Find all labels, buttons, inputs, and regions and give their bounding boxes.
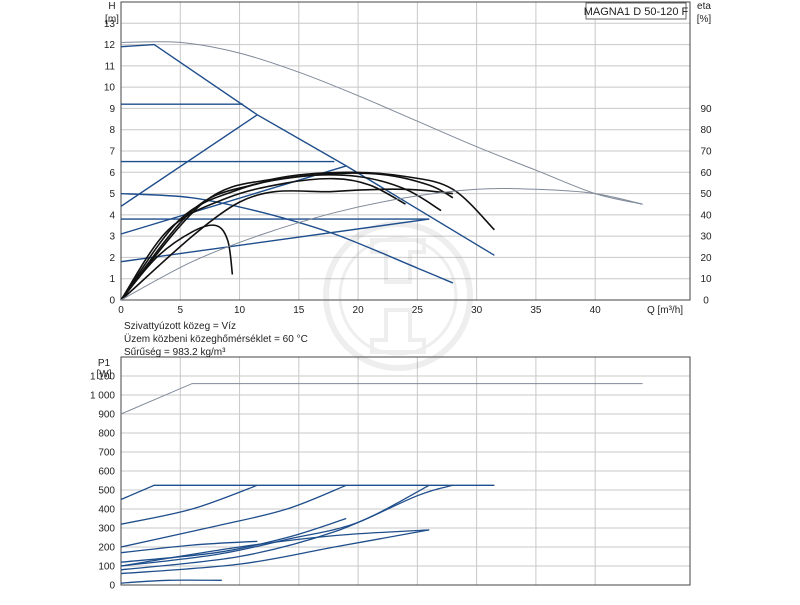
h-tick-label: 5 (109, 189, 115, 200)
top-series-max-curve-twin (120, 41, 643, 205)
p1-tick-label: 600 (98, 467, 115, 478)
top-series-efficiency (120, 188, 453, 301)
p1-tick-label: 800 (98, 429, 115, 440)
top-series-efficiency (120, 172, 454, 301)
p1-tick-label: 1 100 (90, 372, 115, 383)
h-tick-label: 13 (104, 19, 116, 30)
top-series-min-curve (120, 192, 454, 284)
eta-tick-label: 20 (700, 253, 712, 264)
h-tick-label: 10 (104, 83, 116, 94)
bottom-series-power (120, 517, 347, 563)
p1-tick-label: 500 (98, 486, 115, 497)
eta-tick-label: 80 (700, 125, 712, 136)
bottom-series-power (120, 484, 430, 567)
top-series-prop-pressure (120, 165, 347, 235)
h-tick-label: 11 (105, 61, 116, 72)
h-tick-label: 3 (109, 232, 115, 243)
p1-tick-label: 400 (98, 505, 115, 516)
eta-tick-label: 50 (700, 189, 712, 200)
chart-title-box (585, 2, 687, 20)
p1-axis-unit: [W] (97, 369, 112, 380)
p1-axis-label: P1 (98, 358, 111, 369)
eta-tick-label: 10 (700, 274, 712, 285)
bottom-series-power (120, 484, 454, 571)
p1-tick-label: 900 (98, 410, 115, 421)
p1-tick-label: 300 (98, 524, 115, 535)
chart-title: MAGNA1 D 50-120 F (584, 6, 689, 18)
eta-axis-unit: [%] (697, 14, 712, 25)
top-series-efficiency-twin (120, 188, 643, 301)
top-series-efficiency (120, 177, 406, 301)
h-tick-label: 2 (109, 253, 115, 264)
h-axis-label: H (108, 1, 115, 12)
x-tick-label: 35 (530, 305, 542, 316)
eta-tick-label: 70 (700, 147, 712, 158)
p1-tick-label: 1 000 (90, 391, 115, 402)
note-density: Sűrűség = 983.2 kg/m³ (124, 347, 226, 358)
top-series-efficiency (120, 171, 495, 301)
x-tick-label: 25 (412, 305, 424, 316)
bottom-series-power (120, 540, 258, 554)
p1-tick-label: 700 (98, 448, 115, 459)
bottom-plot-frame (120, 356, 691, 586)
x-tick-label: 30 (471, 305, 483, 316)
x-tick-label: 15 (293, 305, 305, 316)
eta-tick-label: 30 (700, 232, 712, 243)
h-tick-label: 9 (109, 104, 115, 115)
h-tick-label: 12 (104, 40, 116, 51)
x-tick-label: 0 (118, 305, 124, 316)
top-series-prop-pressure (120, 114, 258, 207)
top-plot-frame (120, 1, 691, 301)
eta-tick-label: 90 (700, 104, 712, 115)
eta-tick-label: 40 (700, 210, 712, 221)
bottom-series-power (120, 484, 258, 525)
h-tick-label: 7 (109, 147, 115, 158)
bottom-series-power (120, 529, 430, 575)
h-tick-label: 6 (109, 168, 115, 179)
eta-axis-label: eta (697, 1, 711, 12)
h-axis-unit: [m] (105, 14, 119, 25)
h-tick-label: 4 (109, 210, 115, 221)
x-tick-label: 40 (590, 305, 602, 316)
x-tick-label: 5 (177, 305, 183, 316)
note-temperature: Üzem közbeni közeghőmérséklet = 60 °C (124, 333, 308, 345)
top-series-max-curve-single (120, 43, 495, 256)
h-tick-label: 0 (109, 296, 115, 307)
q-axis-label: Q [m³/h] (647, 305, 683, 316)
h-tick-label: 1 (109, 274, 115, 285)
bottom-series-max-power-single (120, 484, 495, 501)
bottom-series-min-power (120, 579, 222, 584)
eta-tick-label: 60 (700, 168, 712, 179)
bottom-series-low-power (120, 529, 430, 567)
p1-tick-label: 200 (98, 543, 115, 554)
bottom-series-max-power-twin (120, 383, 643, 415)
p1-tick-label: 100 (98, 562, 115, 573)
note-medium: Szivattyúzott közeg = Víz (124, 321, 236, 332)
x-tick-label: 20 (353, 305, 365, 316)
p1-tick-label: 0 (109, 581, 115, 592)
watermark-logo (323, 221, 473, 371)
eta-tick-label: 0 (703, 296, 709, 307)
h-tick-label: 8 (109, 125, 115, 136)
x-tick-label: 10 (234, 305, 246, 316)
bottom-series-power (120, 484, 347, 548)
